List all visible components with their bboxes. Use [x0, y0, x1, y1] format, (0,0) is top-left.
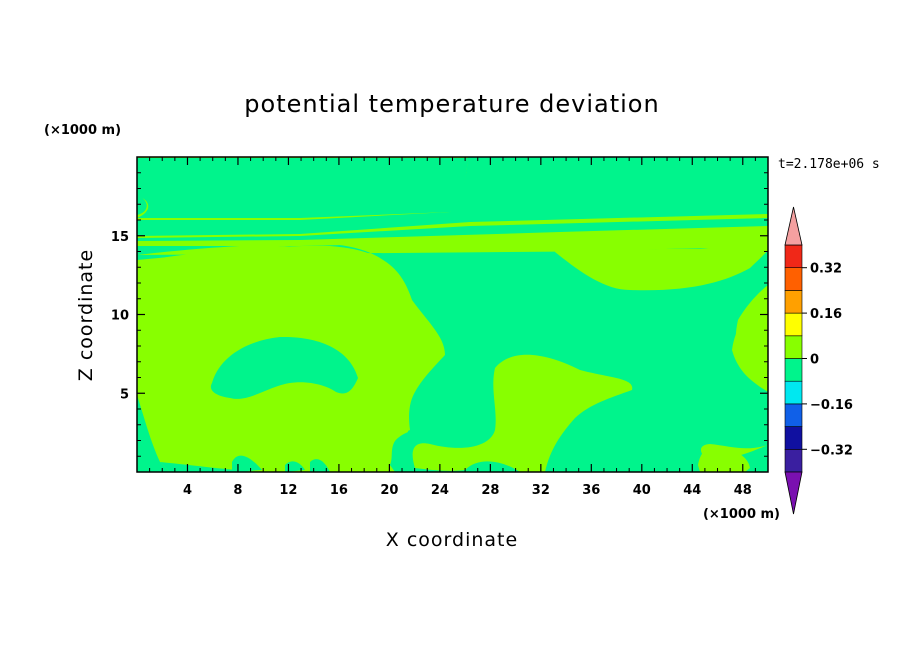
x-tick-label: 8: [233, 483, 242, 498]
x-tick-label: 48: [734, 483, 752, 498]
colorbar: 0.32 0.16 0 −0.16 −0.32: [784, 206, 853, 515]
x-tick-label: 44: [683, 483, 701, 498]
x-tick-label: 16: [330, 483, 348, 498]
x-tick-label: 20: [380, 483, 398, 498]
colorbar-segment: [784, 335, 803, 359]
contour-region: [412, 354, 633, 472]
colorbar-segment: [784, 426, 803, 450]
colorbar-tick-label: −0.32: [810, 443, 853, 458]
colorbar-segment: [784, 312, 803, 337]
contour-region: [137, 395, 170, 472]
colorbar-segment: [784, 267, 803, 291]
plot-area: [137, 157, 768, 472]
colorbar-tick-label: 0.32: [810, 262, 842, 277]
x-tick-label: 28: [481, 483, 499, 498]
colorbar-under-arrow: [784, 471, 803, 515]
contour-region: [210, 336, 358, 399]
x-axis-label: X coordinate: [386, 529, 518, 551]
colorbar-segment: [784, 448, 803, 473]
colorbar-segment: [784, 358, 803, 382]
colorbar-segment: [784, 403, 803, 427]
x-tick-label: 40: [633, 483, 651, 498]
contour-region: [698, 445, 750, 472]
colorbar-tick-label: −0.16: [810, 398, 853, 413]
x-axis: 4 8 12 16 20 24 28 32 36 40 44 48: [149, 157, 756, 498]
colorbar-segment: [784, 380, 803, 405]
y-axis: 5 10 15: [111, 172, 768, 457]
contour-region: [160, 462, 260, 472]
x-tick-label: 12: [279, 483, 297, 498]
y-axis-unit: (×1000 m): [44, 123, 121, 138]
x-tick-label: 4: [183, 483, 192, 498]
x-tick-label: 24: [431, 483, 449, 498]
contour-region: [310, 459, 330, 472]
time-label: t=2.178e+06 s: [778, 157, 880, 172]
colorbar-over-arrow: [784, 206, 803, 246]
contour-region: [285, 461, 305, 472]
y-tick-label: 5: [120, 387, 129, 402]
chart-title: potential temperature deviation: [244, 90, 659, 118]
colorbar-tick-label: 0.16: [810, 307, 842, 322]
contour-region: [555, 248, 768, 291]
negative-deviation-region: [137, 158, 468, 218]
x-tick-label: 36: [582, 483, 600, 498]
colorbar-segment: [784, 290, 803, 314]
contour-region: [732, 290, 768, 392]
colorbar-segment: [784, 244, 803, 269]
x-tick-label: 32: [532, 483, 550, 498]
x-axis-unit: (×1000 m): [703, 507, 780, 522]
contour-region: [232, 455, 262, 472]
y-tick-label: 15: [111, 230, 129, 245]
colorbar-tick-label: 0: [810, 353, 819, 368]
contour-region: [137, 218, 768, 241]
y-tick-label: 10: [111, 309, 129, 324]
y-axis-label: Z coordinate: [75, 249, 97, 381]
